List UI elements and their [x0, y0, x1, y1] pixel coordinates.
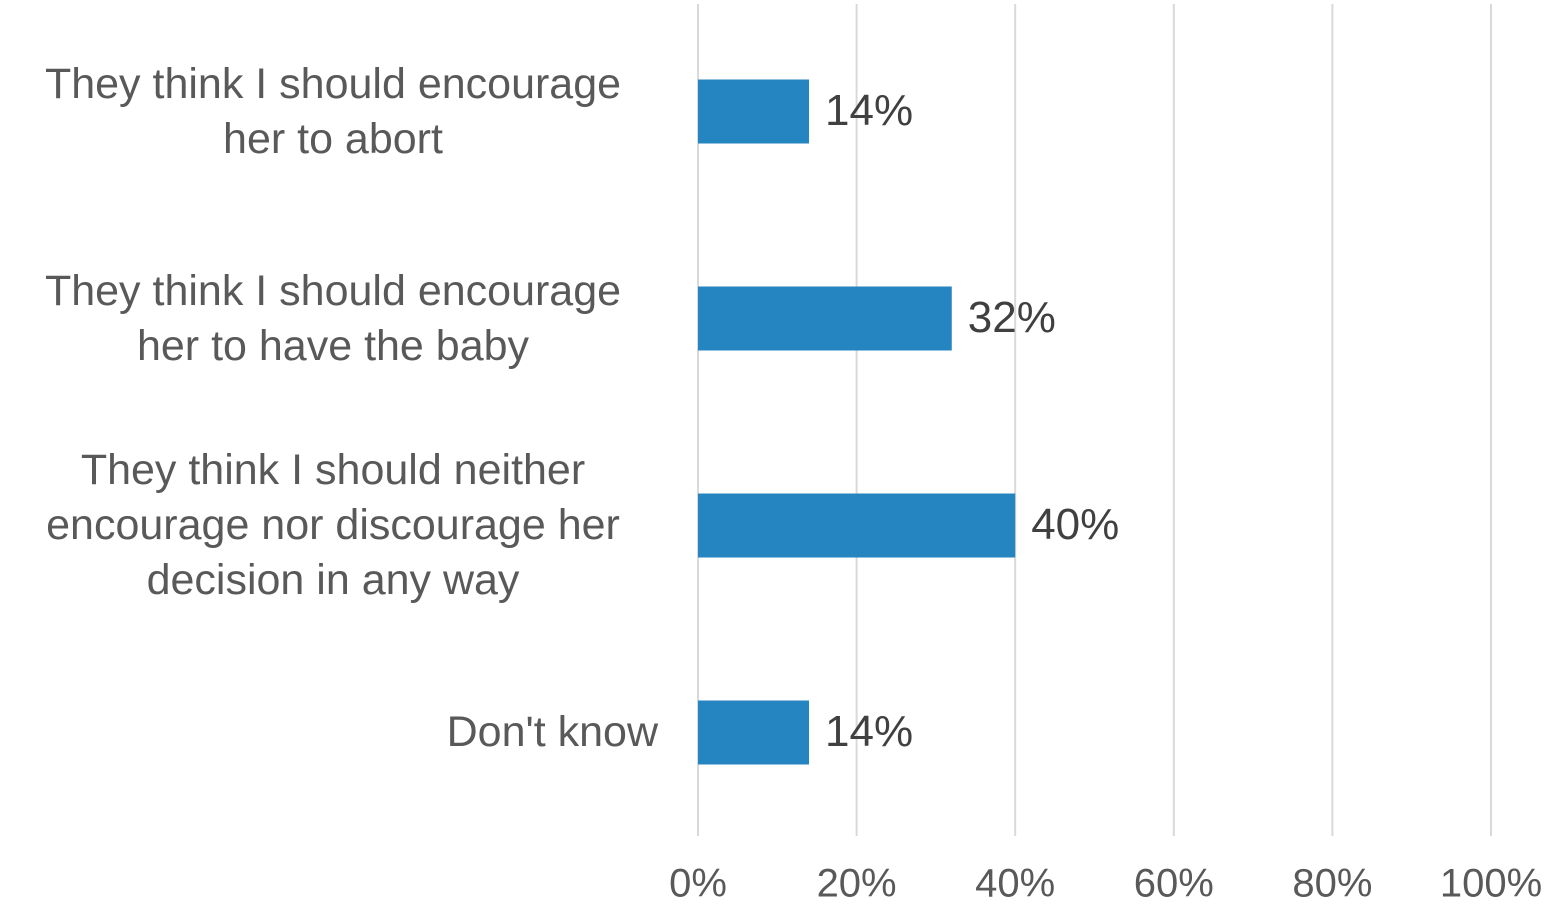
bar: [698, 79, 810, 144]
category-label-box: They think I should encourage her to abo…: [8, 12, 658, 212]
x-tick-label: 80%: [1292, 862, 1372, 904]
value-label: 14%: [825, 707, 913, 756]
category-label-box: They think I should neither encourage no…: [8, 426, 658, 626]
category-label-box: Don't know: [8, 633, 658, 833]
y-tick-label: They think I should neither encourage no…: [46, 446, 620, 604]
bar: [698, 700, 810, 765]
y-tick-label: They think I should encourage her to hav…: [44, 266, 622, 370]
x-tick-label: 40%: [975, 862, 1055, 904]
x-tick-label: 100%: [1440, 862, 1542, 904]
bar: [698, 286, 952, 351]
value-label: 32%: [968, 293, 1056, 342]
y-tick-label: Don't know: [446, 708, 658, 756]
value-label: 14%: [825, 86, 913, 135]
category-label-box: They think I should encourage her to hav…: [8, 219, 658, 419]
y-tick-label: They think I should encourage her to abo…: [44, 59, 622, 163]
x-tick-label: 0%: [669, 862, 727, 904]
x-tick-label: 60%: [1134, 862, 1214, 904]
x-tick-label: 20%: [817, 862, 897, 904]
bar: [698, 493, 1016, 558]
value-label: 40%: [1031, 500, 1119, 549]
